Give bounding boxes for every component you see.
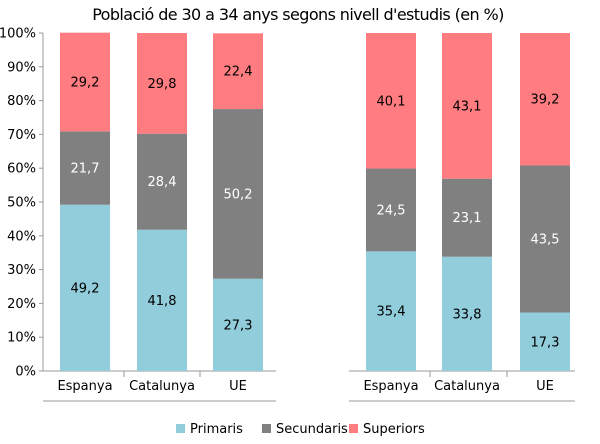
bar-segment-primaris — [442, 256, 492, 371]
data-label: 41,8 — [148, 294, 177, 309]
data-label: 28,4 — [148, 175, 177, 190]
data-label: 50,2 — [224, 187, 253, 202]
y-tick-label: 40% — [7, 229, 36, 244]
y-tick-label: 50% — [7, 196, 36, 211]
bar-segment-secundaris — [520, 165, 570, 313]
y-tick-label: 90% — [7, 60, 36, 75]
data-label: 23,1 — [453, 211, 482, 226]
legend-label: Primaris — [190, 422, 243, 437]
x-tick-label: UE — [536, 379, 554, 394]
legend-label: Superiors — [363, 422, 425, 437]
bar-segment-secundaris — [213, 109, 263, 279]
y-tick-label: 70% — [7, 128, 36, 143]
y-tick-label: 80% — [7, 94, 36, 109]
legend-swatch-primaris — [176, 424, 185, 433]
data-label: 27,3 — [224, 318, 253, 333]
bar-segment-superiors — [366, 33, 416, 169]
bar-segment-primaris — [213, 278, 263, 371]
data-label: 29,8 — [148, 77, 177, 92]
bar-segment-primaris — [520, 312, 570, 371]
y-tick-label: 30% — [7, 263, 36, 278]
bar-segment-secundaris — [442, 178, 492, 257]
x-tick-label: Catalunya — [129, 379, 195, 394]
bar-segment-superiors — [520, 33, 570, 166]
y-tick-label: 0% — [15, 365, 36, 380]
data-label: 33,8 — [453, 307, 482, 322]
data-label: 22,4 — [224, 65, 253, 80]
y-tick-label: 100% — [0, 27, 36, 42]
data-label: 24,5 — [377, 203, 406, 218]
data-label: 43,5 — [531, 233, 560, 248]
data-label: 49,2 — [71, 281, 100, 296]
data-label: 17,3 — [531, 335, 560, 350]
y-tick-label: 10% — [7, 331, 36, 346]
data-label: 21,7 — [71, 162, 100, 177]
bar-segment-superiors — [60, 32, 110, 132]
data-label: 35,4 — [377, 305, 406, 320]
y-tick-label: 20% — [7, 297, 36, 312]
bar-segment-superiors — [137, 33, 187, 134]
data-label: 39,2 — [531, 93, 560, 108]
bar-segment-secundaris — [137, 133, 187, 230]
x-tick-label: Espanya — [57, 379, 112, 394]
legend-label: Secundaris — [276, 422, 348, 437]
x-tick-label: Espanya — [363, 379, 418, 394]
bar-segment-primaris — [366, 251, 416, 371]
bar-segment-primaris — [137, 229, 187, 371]
x-tick-label: Catalunya — [434, 379, 500, 394]
legend-swatch-secundaris — [262, 424, 271, 433]
chart-title: Població de 30 a 34 anys segons nivell d… — [92, 5, 504, 24]
bar-segment-secundaris — [366, 168, 416, 252]
bar-segment-secundaris — [60, 131, 110, 205]
legend-swatch-superiors — [349, 424, 358, 433]
data-label: 29,2 — [71, 76, 100, 91]
y-tick-label: 60% — [7, 162, 36, 177]
bar-segment-primaris — [60, 204, 110, 371]
bar-segment-superiors — [213, 33, 263, 110]
bar-segment-superiors — [442, 33, 492, 179]
x-tick-label: UE — [229, 379, 247, 394]
data-label: 43,1 — [453, 99, 482, 114]
data-label: 40,1 — [377, 94, 406, 109]
